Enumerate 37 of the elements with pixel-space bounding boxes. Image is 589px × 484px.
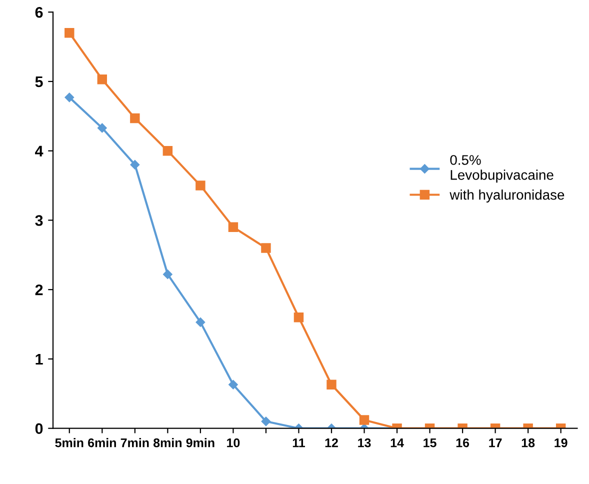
y-tick-label: 6 bbox=[35, 6, 43, 18]
point bbox=[130, 113, 140, 124]
x-tick-label: 10 bbox=[227, 438, 240, 448]
point bbox=[98, 123, 107, 133]
y-tick-label: 4 bbox=[35, 146, 44, 156]
point bbox=[196, 318, 206, 327]
point bbox=[228, 222, 238, 232]
x-tick-label: 11 bbox=[292, 438, 305, 448]
point bbox=[261, 243, 271, 253]
point bbox=[64, 92, 74, 102]
x-tick-label: 8min bbox=[153, 438, 182, 448]
x-tick-label: 14 bbox=[390, 438, 404, 448]
point bbox=[97, 74, 108, 84]
point bbox=[163, 270, 172, 279]
point bbox=[294, 312, 304, 322]
x-tick-label: 7min bbox=[120, 438, 149, 448]
point bbox=[196, 180, 206, 190]
legend-label: 0.5% Levobupivacaine bbox=[450, 155, 554, 183]
point bbox=[130, 160, 140, 170]
point bbox=[162, 146, 173, 156]
x-tick-label: 13 bbox=[358, 438, 371, 448]
x-tick-label: 19 bbox=[554, 438, 568, 448]
x-tick-label: 6min bbox=[88, 438, 116, 448]
x-tick-label: 18 bbox=[522, 438, 535, 448]
x-tick-label: 12 bbox=[325, 438, 338, 448]
legend-label: with hyaluronidase bbox=[450, 190, 564, 202]
x-tick-label: 16 bbox=[456, 438, 470, 448]
y-tick-label: 1 bbox=[36, 354, 43, 364]
y-tick-label: 0 bbox=[35, 423, 43, 434]
y-tick-label: 5 bbox=[35, 76, 43, 88]
x-tick-label: 15 bbox=[424, 438, 436, 448]
x-tick-label: 17 bbox=[489, 438, 502, 448]
y-tick-label: 2 bbox=[35, 284, 43, 296]
point bbox=[64, 28, 74, 38]
x-tick-label: 5min bbox=[55, 438, 84, 448]
y-tick-label: 3 bbox=[35, 215, 43, 226]
x-tick-label: 9min bbox=[186, 438, 214, 448]
